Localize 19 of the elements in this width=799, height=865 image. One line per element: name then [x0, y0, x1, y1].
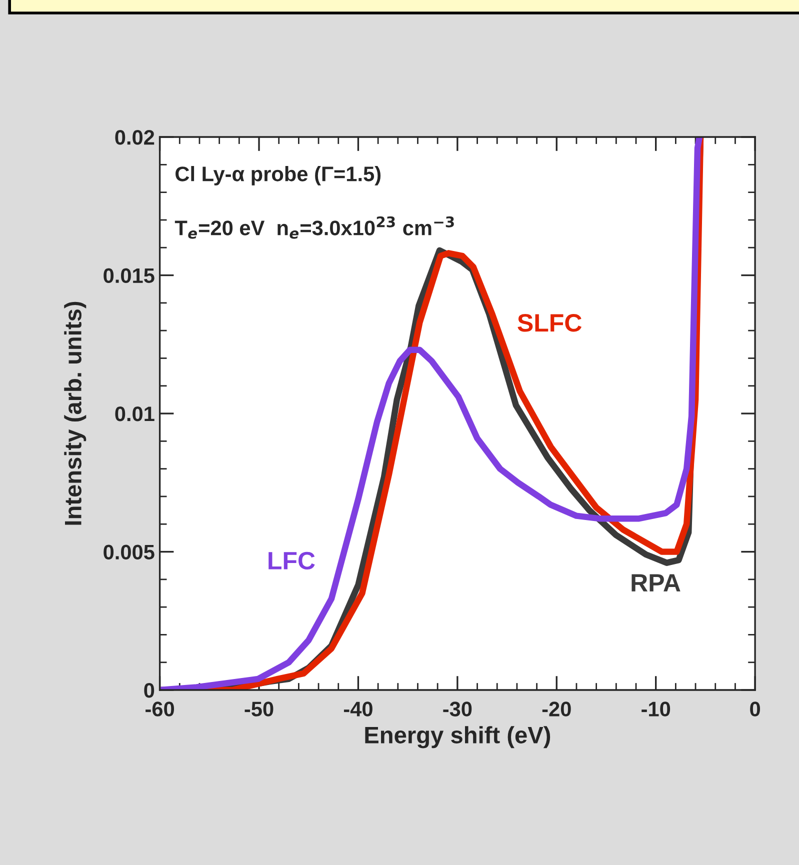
x-tick-label: -40 [344, 702, 372, 716]
series-label: RPA [632, 574, 680, 592]
y-axis-title: Intensity (arb. units) [64, 302, 86, 525]
annotation: Cl Ly-α probe (Γ=1.5) [176, 166, 381, 186]
series-label: SLFC [518, 314, 582, 332]
x-tick-label: -20 [542, 702, 571, 716]
x-tick-label: -50 [244, 702, 274, 716]
x-tick-label: -30 [443, 702, 472, 716]
series-label: LFC [268, 552, 315, 570]
annotation: T$_{e}$=20 eV n$_{e}$=3.0x10$^{23}$ cm$^{−3}$ [174, 216, 454, 239]
x-tick-label: -10 [642, 702, 670, 716]
y-tick-label: 0.02 [115, 130, 154, 145]
y-tick-label: 0 [144, 683, 154, 698]
x-axis-title: Energy shift (eV) [365, 726, 550, 748]
x-tick-label: 0 [750, 702, 760, 716]
y-tick-label: 0.005 [104, 544, 154, 560]
y-tick-label: 0.01 [115, 406, 154, 422]
y-tick-label: 0.015 [104, 268, 154, 284]
x-tick-label: -60 [146, 702, 174, 716]
